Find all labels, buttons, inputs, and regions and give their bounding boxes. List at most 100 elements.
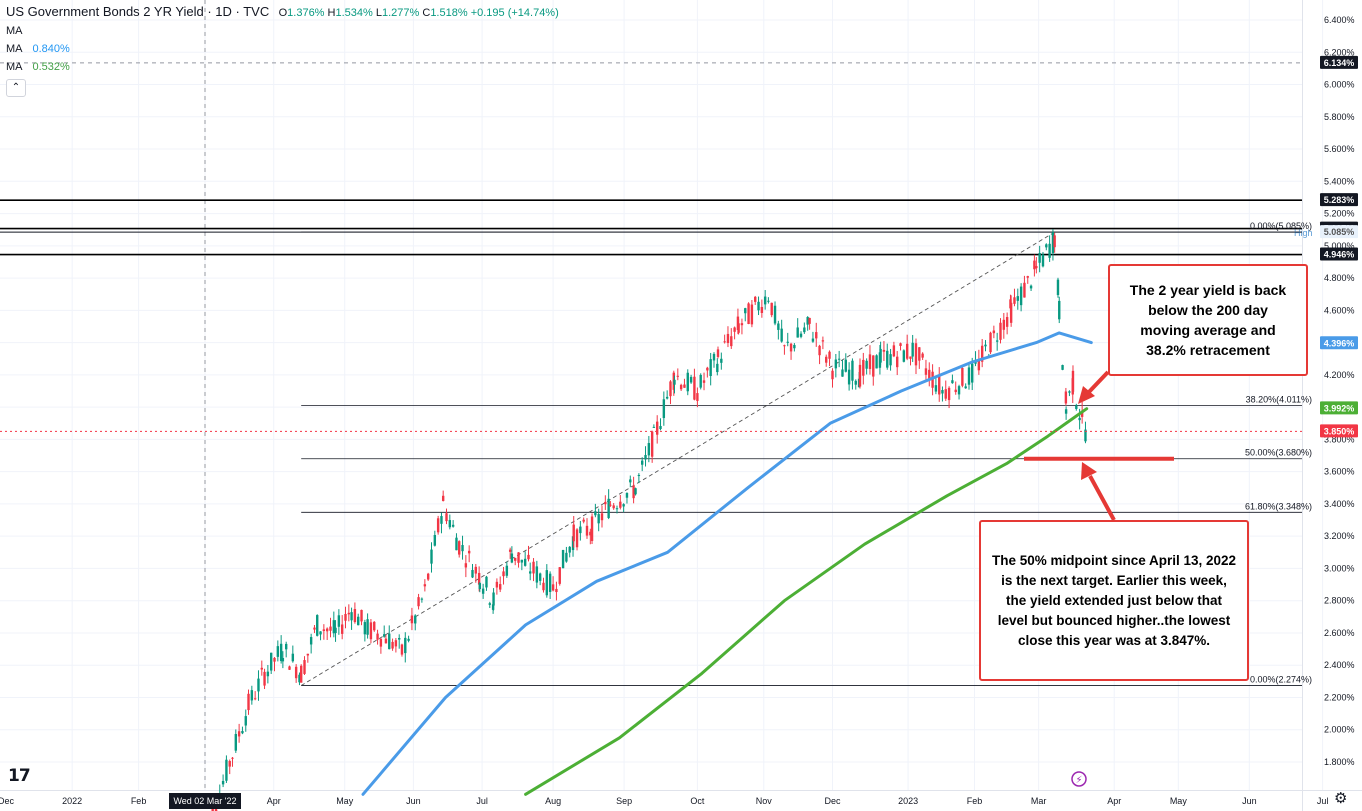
candle-body (730, 336, 733, 347)
candle-body (851, 360, 854, 381)
x-tick-label: Apr (267, 796, 281, 806)
candle-body (854, 380, 857, 385)
candle-body (650, 431, 654, 457)
candle-body (502, 571, 505, 577)
candle-body (625, 493, 629, 498)
crosshair-date-box (169, 793, 241, 809)
candle-body (319, 631, 322, 635)
x-tick-label: Oct (690, 796, 705, 806)
candle-body (299, 665, 303, 683)
candle-body (347, 612, 351, 615)
candle-body (281, 658, 285, 662)
candle-body (600, 513, 604, 521)
candle-body (629, 479, 632, 483)
candle-body (1026, 276, 1029, 278)
candle-body (899, 343, 902, 346)
candle-body (350, 612, 353, 621)
candle-body (1045, 244, 1048, 248)
candle-body (1019, 286, 1023, 306)
symbol-title[interactable]: US Government Bonds 2 YR Yield · 1D · TV… (6, 4, 270, 19)
gear-icon[interactable]: ⚙ (1334, 790, 1348, 807)
candle-body (334, 627, 337, 634)
candle-body (337, 615, 341, 627)
candle-body (394, 640, 398, 647)
candle-body (872, 355, 875, 377)
annotation-arrows: ⚡ (1024, 370, 1174, 787)
price-label-box (1320, 193, 1358, 207)
candle-body (892, 345, 896, 357)
candle-body (360, 609, 363, 622)
candle-body (228, 761, 231, 767)
candle-body (1005, 317, 1009, 327)
candle-body (594, 511, 597, 516)
price-label: 5.283% (1324, 195, 1355, 205)
candle-body (1064, 409, 1068, 414)
candle-body (770, 302, 773, 316)
y-tick-label: 3.200% (1324, 531, 1355, 541)
candle-body (868, 354, 872, 369)
ma-indicator-1[interactable]: MA (6, 25, 23, 37)
candle-body (234, 733, 238, 751)
annotation-200dma: The 2 year yield is back below the 200 d… (1108, 264, 1308, 376)
candle-body (241, 730, 244, 734)
flash-icon (1071, 771, 1087, 787)
fib-level-label: 50.00%(3.680%) (1245, 448, 1312, 458)
y-tick-label: 1.800% (1324, 757, 1355, 767)
candle-body (821, 340, 825, 342)
tradingview-logo-icon[interactable]: 17 (8, 766, 31, 786)
candle-body (485, 576, 488, 588)
candle-body (1056, 279, 1060, 296)
candle-body (655, 421, 659, 435)
candle-body (1071, 370, 1075, 392)
ma-indicator-2[interactable]: MA 0.840% (6, 43, 70, 55)
chevron-up-icon[interactable]: ⌃ (6, 79, 26, 97)
candle-body (303, 660, 306, 674)
candle-body (266, 671, 270, 677)
candle-body (527, 554, 530, 560)
candle-body (538, 573, 542, 581)
candle-body (607, 498, 610, 518)
candle-body (716, 363, 719, 373)
candle-body (237, 731, 241, 737)
candle-body (369, 622, 373, 640)
candle-body (366, 619, 369, 635)
y-tick-label: 5.000% (1324, 241, 1355, 251)
candle-body (357, 616, 360, 626)
candle-body (659, 426, 662, 430)
x-tick-label: Jun (406, 796, 421, 806)
candle-body (565, 552, 568, 562)
candle-body (273, 657, 276, 662)
candle-body (954, 389, 957, 393)
candle-body (400, 644, 404, 655)
candle-body (471, 569, 474, 578)
candle-body (1023, 282, 1026, 298)
candle-body (250, 690, 254, 701)
x-tick-label: May (1170, 796, 1188, 806)
candle-body (862, 359, 865, 376)
candle-body (757, 301, 760, 311)
candle-body (376, 633, 379, 640)
candle-body (924, 368, 928, 375)
candle-body (410, 615, 414, 624)
candle-body (686, 372, 689, 392)
price-label: 6.134% (1324, 58, 1355, 68)
candle-body (478, 583, 482, 590)
fib-retracement: 0.00%(5.085%) 38.20%(4.011%) 50.00%(3.680%… (300, 221, 1312, 686)
candle-body (451, 524, 455, 527)
arrow-head-1 (1078, 386, 1095, 404)
candle-body (1035, 266, 1038, 269)
candle-body (379, 638, 383, 647)
candle-body (225, 759, 228, 781)
ma-indicator-3[interactable]: MA 0.532% (6, 61, 70, 73)
candle-body (344, 613, 347, 621)
candle-body (740, 323, 744, 326)
candle-body (495, 581, 499, 588)
y-tick-label: 2.000% (1324, 725, 1355, 735)
candle-body (918, 347, 921, 361)
crosshair-date-label: Wed 02 Mar '22 (173, 796, 236, 806)
candle-body (947, 387, 951, 401)
y-tick-label: 2.800% (1324, 596, 1355, 606)
candle-body (561, 549, 565, 569)
candle-body (971, 363, 974, 383)
